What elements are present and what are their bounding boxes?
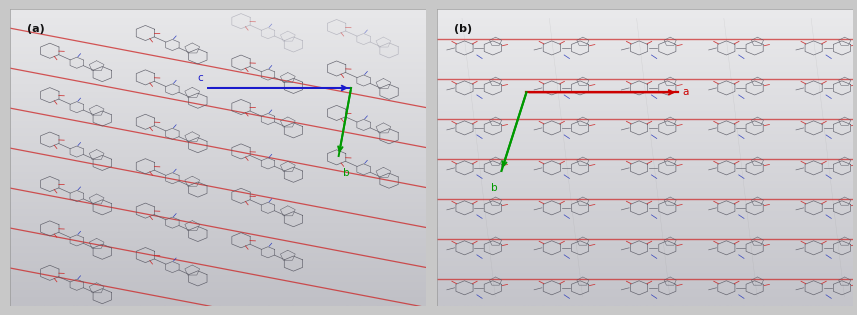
Text: (a): (a)	[27, 24, 45, 34]
Text: c: c	[197, 73, 203, 83]
Text: a: a	[682, 87, 689, 97]
Text: b: b	[343, 168, 350, 178]
Text: (b): (b)	[453, 24, 472, 34]
Text: b: b	[491, 183, 497, 193]
